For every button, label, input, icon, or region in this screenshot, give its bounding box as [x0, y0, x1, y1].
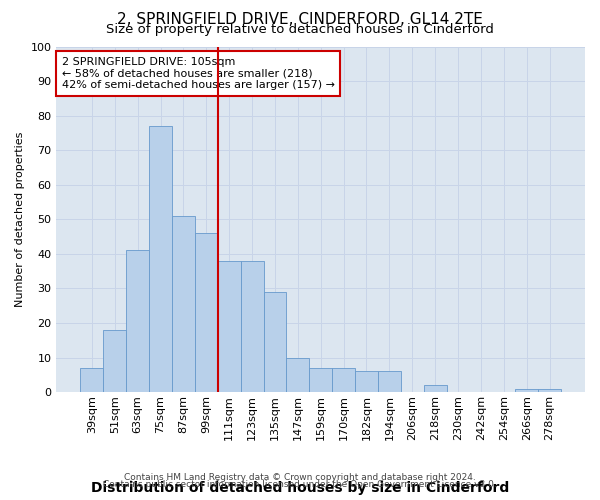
Text: Size of property relative to detached houses in Cinderford: Size of property relative to detached ho…: [106, 22, 494, 36]
Text: 2, SPRINGFIELD DRIVE, CINDERFORD, GL14 2TE: 2, SPRINGFIELD DRIVE, CINDERFORD, GL14 2…: [117, 12, 483, 28]
Text: Contains HM Land Registry data © Crown copyright and database right 2024.: Contains HM Land Registry data © Crown c…: [124, 474, 476, 482]
Text: Contains public sector information licensed under the Open Government Licence v3: Contains public sector information licen…: [103, 480, 497, 489]
Bar: [126, 250, 149, 392]
Bar: [309, 368, 332, 392]
Text: 2 SPRINGFIELD DRIVE: 105sqm
← 58% of detached houses are smaller (218)
42% of se: 2 SPRINGFIELD DRIVE: 105sqm ← 58% of det…: [62, 57, 335, 90]
Bar: [378, 372, 401, 392]
Bar: [218, 261, 241, 392]
Text: Distribution of detached houses by size in Cinderford: Distribution of detached houses by size …: [91, 481, 509, 495]
Bar: [103, 330, 126, 392]
Bar: [424, 385, 446, 392]
Bar: [286, 358, 309, 392]
Bar: [241, 261, 263, 392]
Bar: [332, 368, 355, 392]
Bar: [355, 372, 378, 392]
Y-axis label: Number of detached properties: Number of detached properties: [15, 132, 25, 307]
Bar: [538, 388, 561, 392]
Bar: [80, 368, 103, 392]
Bar: [515, 388, 538, 392]
Bar: [149, 126, 172, 392]
Bar: [172, 216, 195, 392]
Bar: [263, 292, 286, 392]
Bar: [195, 233, 218, 392]
